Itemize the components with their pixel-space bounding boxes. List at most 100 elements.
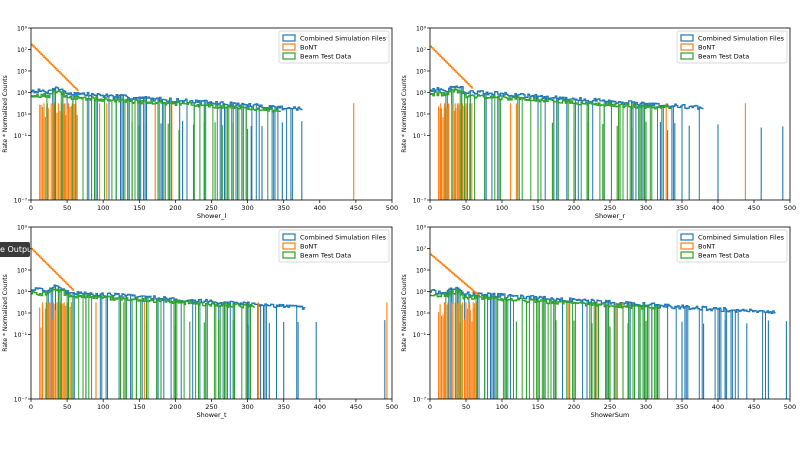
plot-area — [31, 43, 355, 200]
y-tick-label: 10⁻¹ — [413, 133, 427, 140]
y-tick-label: 10⁻⁷ — [413, 198, 427, 205]
x-tick-label: 50 — [462, 204, 470, 212]
y-tick-label: 10⁵ — [416, 69, 427, 76]
x-tick-label: 300 — [241, 403, 253, 411]
y-tick-label: 10³ — [17, 90, 28, 97]
legend-swatch — [282, 233, 296, 241]
legend-swatch — [680, 242, 694, 250]
legend-swatch — [282, 43, 296, 51]
x-tick-label: 50 — [462, 403, 470, 411]
histogram-outline — [430, 85, 704, 110]
histogram-outline — [31, 284, 306, 310]
output-tab[interactable]: e Output — [0, 242, 30, 257]
x-tick-label: 150 — [133, 403, 145, 411]
legend-box — [676, 229, 788, 263]
legend-entry: BoNT — [300, 44, 317, 52]
x-tick-label: 500 — [784, 403, 796, 411]
x-tick-label: 350 — [277, 403, 289, 411]
legend-swatch — [680, 43, 694, 51]
legend-box — [278, 229, 390, 263]
histogram-outline — [31, 43, 79, 92]
x-tick-label: 350 — [277, 204, 289, 212]
x-tick-label: 200 — [568, 403, 580, 411]
legend-swatch — [680, 52, 694, 60]
y-tick-label: 10¹ — [416, 112, 427, 119]
x-axis-label: Shower_l — [197, 212, 226, 220]
y-tick-label: 10⁹ — [17, 26, 28, 33]
series-beam — [430, 88, 672, 200]
y-tick-label: 10⁻⁷ — [413, 397, 427, 404]
x-tick-label: 300 — [640, 204, 652, 212]
legend-entry: Combined Simulation Files — [300, 35, 387, 43]
plot-area — [430, 253, 787, 399]
x-tick-label: 0 — [428, 204, 432, 212]
legend-entry: BoNT — [300, 243, 317, 251]
histogram-outline — [31, 288, 255, 309]
x-tick-label: 200 — [169, 204, 181, 212]
x-tick-label: 200 — [568, 204, 580, 212]
legend-swatch — [282, 251, 296, 259]
x-tick-label: 50 — [63, 204, 71, 212]
x-tick-label: 450 — [748, 204, 760, 212]
x-tick-label: 450 — [748, 403, 760, 411]
plot-area — [430, 45, 784, 200]
y-tick-label: 10⁵ — [416, 268, 427, 275]
x-tick-label: 150 — [532, 204, 544, 212]
x-tick-label: 100 — [97, 403, 109, 411]
series-bont — [31, 247, 388, 399]
y-tick-label: 10³ — [416, 90, 427, 97]
y-tick-label: 10⁻¹ — [413, 332, 427, 339]
y-axis-label: Rate * Normalized Counts — [2, 75, 9, 152]
y-tick-label: 10⁹ — [416, 26, 427, 33]
y-tick-label: 10⁷ — [416, 47, 427, 54]
y-axis-label: Rate * Normalized Counts — [401, 274, 408, 351]
x-tick-label: 300 — [241, 204, 253, 212]
x-tick-label: 150 — [133, 204, 145, 212]
plot-area — [31, 247, 388, 399]
y-axis-label: Rate * Normalized Counts — [401, 75, 408, 152]
x-tick-label: 400 — [314, 403, 326, 411]
legend-swatch — [282, 34, 296, 42]
x-tick-label: 400 — [314, 204, 326, 212]
x-tick-label: 450 — [350, 403, 362, 411]
legend-box — [676, 30, 788, 64]
series-bont — [430, 45, 746, 200]
x-tick-label: 400 — [712, 204, 724, 212]
legend-entry: BoNT — [698, 44, 715, 52]
x-tick-label: 400 — [712, 403, 724, 411]
x-tick-label: 250 — [205, 204, 217, 212]
legend-entry: Beam Test Data — [300, 53, 351, 61]
y-tick-label: 10⁻¹ — [14, 332, 28, 339]
series-beam — [31, 89, 281, 200]
legend-swatch — [680, 34, 694, 42]
histogram-outline — [430, 45, 474, 89]
y-tick-label: 10¹ — [17, 311, 28, 318]
x-tick-label: 250 — [205, 403, 217, 411]
x-tick-label: 100 — [496, 403, 508, 411]
x-tick-label: 100 — [97, 204, 109, 212]
chart-panel-Shower_r: 0 50 100 150 200 250 300 350 400 450 500 10⁻⁷ 10⁻¹ 10… — [401, 26, 796, 221]
x-axis-label: ShowerSum — [591, 411, 630, 419]
y-axis-label: Rate * Normalized Counts — [2, 274, 9, 351]
series-beam — [430, 289, 661, 399]
y-tick-label: 10⁷ — [17, 47, 28, 54]
histogram-outline — [430, 289, 661, 310]
legend-swatch — [282, 52, 296, 60]
series-combined — [31, 284, 386, 399]
legend-entry: Combined Simulation Files — [698, 234, 785, 242]
y-tick-label: 10⁹ — [17, 225, 28, 232]
x-tick-label: 150 — [532, 403, 544, 411]
y-tick-label: 10¹ — [416, 311, 427, 318]
histogram-outline — [430, 253, 481, 297]
series-bont — [430, 253, 624, 399]
histogram-outline — [31, 89, 281, 113]
y-tick-label: 10¹ — [17, 112, 28, 119]
x-tick-label: 250 — [604, 403, 616, 411]
y-tick-label: 10⁻⁷ — [14, 198, 28, 205]
x-tick-label: 100 — [496, 204, 508, 212]
x-tick-label: 500 — [386, 204, 398, 212]
histogram-outline — [31, 86, 303, 111]
y-tick-label: 10⁻⁷ — [14, 397, 28, 404]
